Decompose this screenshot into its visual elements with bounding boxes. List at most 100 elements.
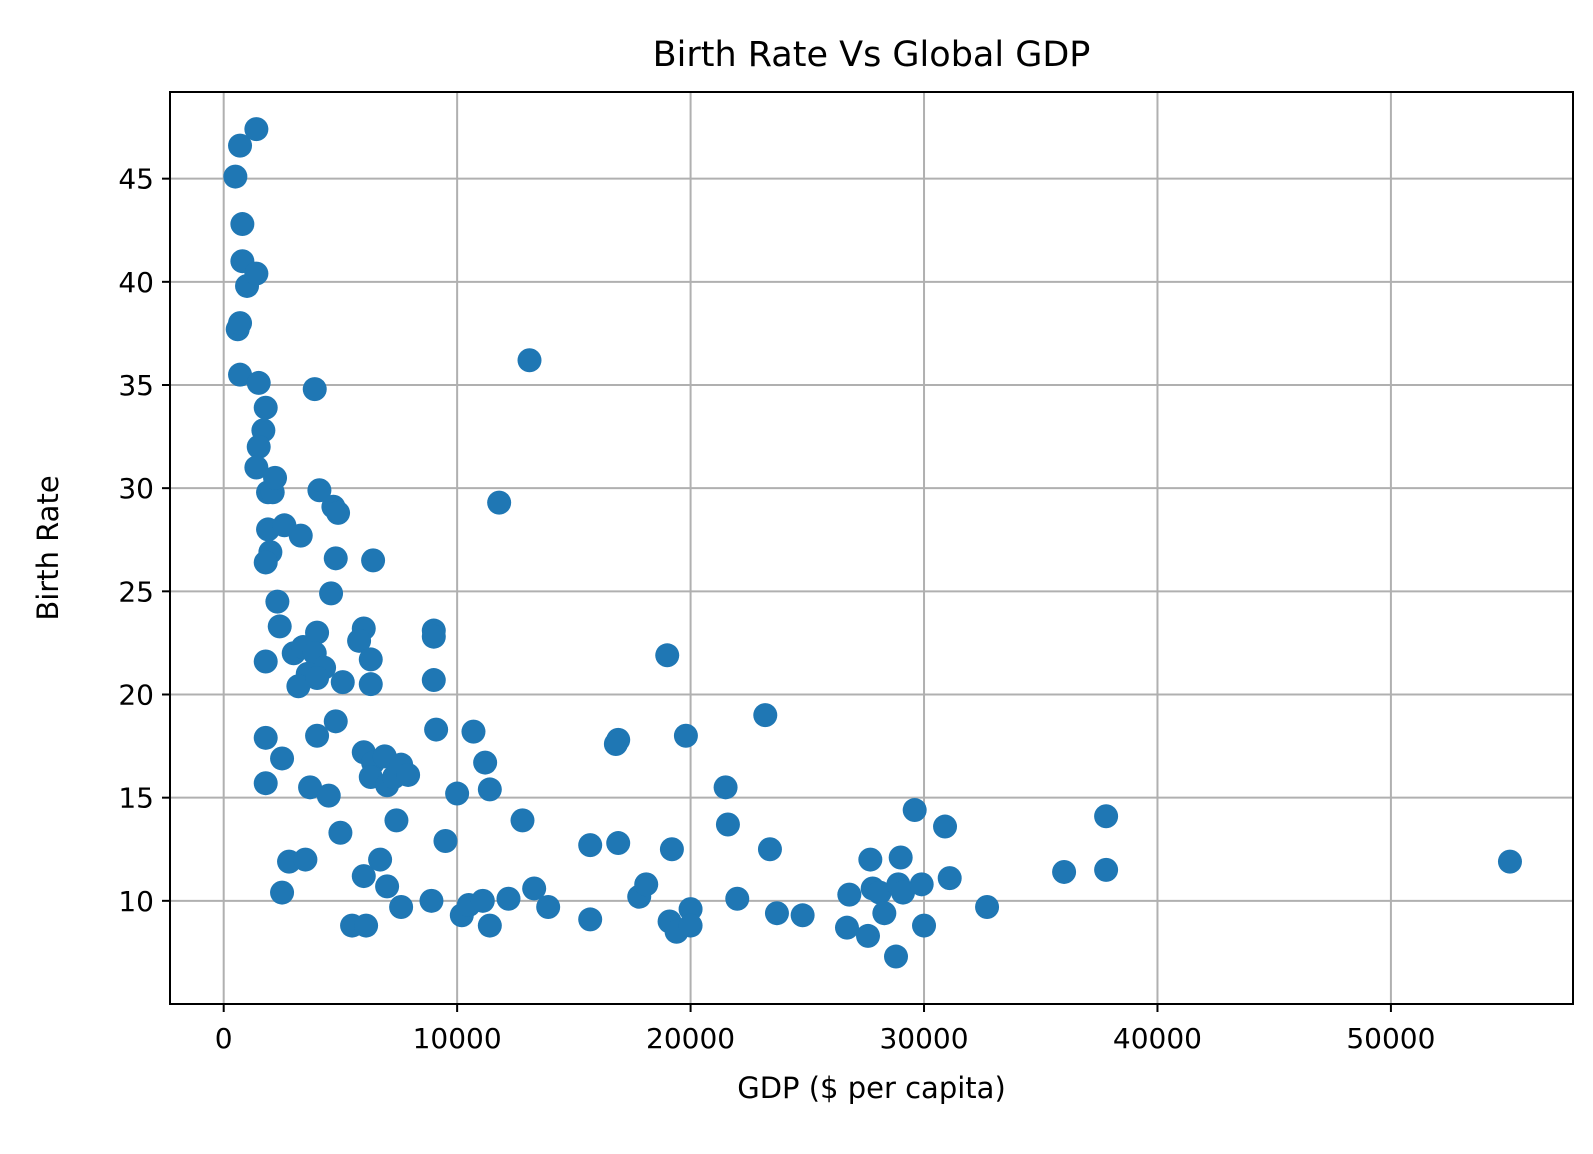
y-tick-label: 15 <box>118 782 154 815</box>
data-point <box>253 649 278 674</box>
data-point <box>872 901 897 926</box>
data-point <box>368 847 393 872</box>
data-point <box>659 837 684 862</box>
data-point <box>655 643 680 668</box>
data-point <box>396 762 421 787</box>
data-point <box>678 897 703 922</box>
data-point <box>419 888 444 913</box>
data-point <box>834 915 859 940</box>
data-point <box>253 725 278 750</box>
data-point <box>421 668 446 693</box>
data-point <box>389 895 414 920</box>
data-point <box>536 895 561 920</box>
x-tick-label: 40000 <box>1113 1022 1202 1055</box>
data-point <box>293 847 318 872</box>
data-point <box>421 624 446 649</box>
y-tick-label: 35 <box>118 369 154 402</box>
data-point <box>1052 859 1077 884</box>
data-point <box>753 703 778 728</box>
data-point <box>725 886 750 911</box>
data-point <box>316 783 341 808</box>
data-point <box>424 717 449 742</box>
data-point <box>286 674 311 699</box>
data-point <box>267 614 292 639</box>
data-point <box>270 746 295 771</box>
x-axis-label: GDP ($ per capita) <box>737 1071 1006 1105</box>
data-point <box>302 377 327 402</box>
data-point <box>891 880 916 905</box>
data-point <box>477 913 502 938</box>
data-point <box>884 944 909 969</box>
x-tick-label: 50000 <box>1346 1022 1435 1055</box>
data-point <box>288 523 313 548</box>
data-point <box>244 117 269 142</box>
data-point <box>328 820 353 845</box>
y-tick-label: 45 <box>118 163 154 196</box>
y-axis-label: Birth Rate <box>31 475 65 620</box>
data-point <box>244 261 269 286</box>
data-point <box>473 750 498 775</box>
y-tick-label: 20 <box>118 678 154 711</box>
data-point <box>263 465 288 490</box>
data-point <box>933 814 958 839</box>
data-point <box>223 164 248 189</box>
data-point <box>673 723 698 748</box>
data-point <box>1094 857 1119 882</box>
data-point <box>330 670 355 695</box>
data-point <box>522 876 547 901</box>
data-point <box>319 581 344 606</box>
data-point <box>375 874 400 899</box>
data-point <box>244 455 269 480</box>
y-tick-label: 40 <box>118 266 154 299</box>
data-point <box>606 727 631 752</box>
data-point <box>384 808 409 833</box>
data-point <box>937 866 962 891</box>
chart-title: Birth Rate Vs Global GDP <box>653 35 1091 75</box>
data-point <box>510 808 535 833</box>
grid-lines <box>170 92 1573 1004</box>
data-point <box>578 907 603 932</box>
data-point <box>764 901 789 926</box>
data-point <box>228 311 253 336</box>
data-point <box>265 589 290 614</box>
data-point <box>757 837 782 862</box>
data-point <box>270 880 295 905</box>
data-point <box>358 672 383 697</box>
data-point <box>228 362 253 387</box>
plot-area-frame <box>169 91 1574 1005</box>
data-point <box>305 723 330 748</box>
x-tick-label: 20000 <box>646 1022 735 1055</box>
data-point <box>347 628 372 653</box>
data-point <box>855 923 880 948</box>
data-point <box>298 775 323 800</box>
data-point <box>909 872 934 897</box>
data-point <box>246 370 271 395</box>
data-point <box>253 550 278 575</box>
data-point <box>228 133 253 158</box>
data-point <box>461 719 486 744</box>
data-point <box>912 913 937 938</box>
data-point <box>326 500 351 525</box>
data-point <box>496 886 521 911</box>
data-point <box>1497 849 1522 874</box>
data-point <box>230 212 255 237</box>
data-point <box>305 665 330 690</box>
data-point <box>606 831 631 856</box>
x-tick-label: 10000 <box>413 1022 502 1055</box>
data-point <box>713 775 738 800</box>
data-point <box>1094 804 1119 829</box>
data-point <box>305 620 330 645</box>
data-point <box>470 888 495 913</box>
data-point <box>837 882 862 907</box>
data-points <box>223 117 1522 969</box>
data-point <box>253 771 278 796</box>
data-point <box>487 490 512 515</box>
data-point <box>307 478 332 503</box>
y-tick-label: 10 <box>118 885 154 918</box>
data-point <box>361 548 386 573</box>
y-tick-label: 30 <box>118 472 154 505</box>
data-point <box>678 913 703 938</box>
data-point <box>433 828 458 853</box>
data-point <box>354 913 379 938</box>
